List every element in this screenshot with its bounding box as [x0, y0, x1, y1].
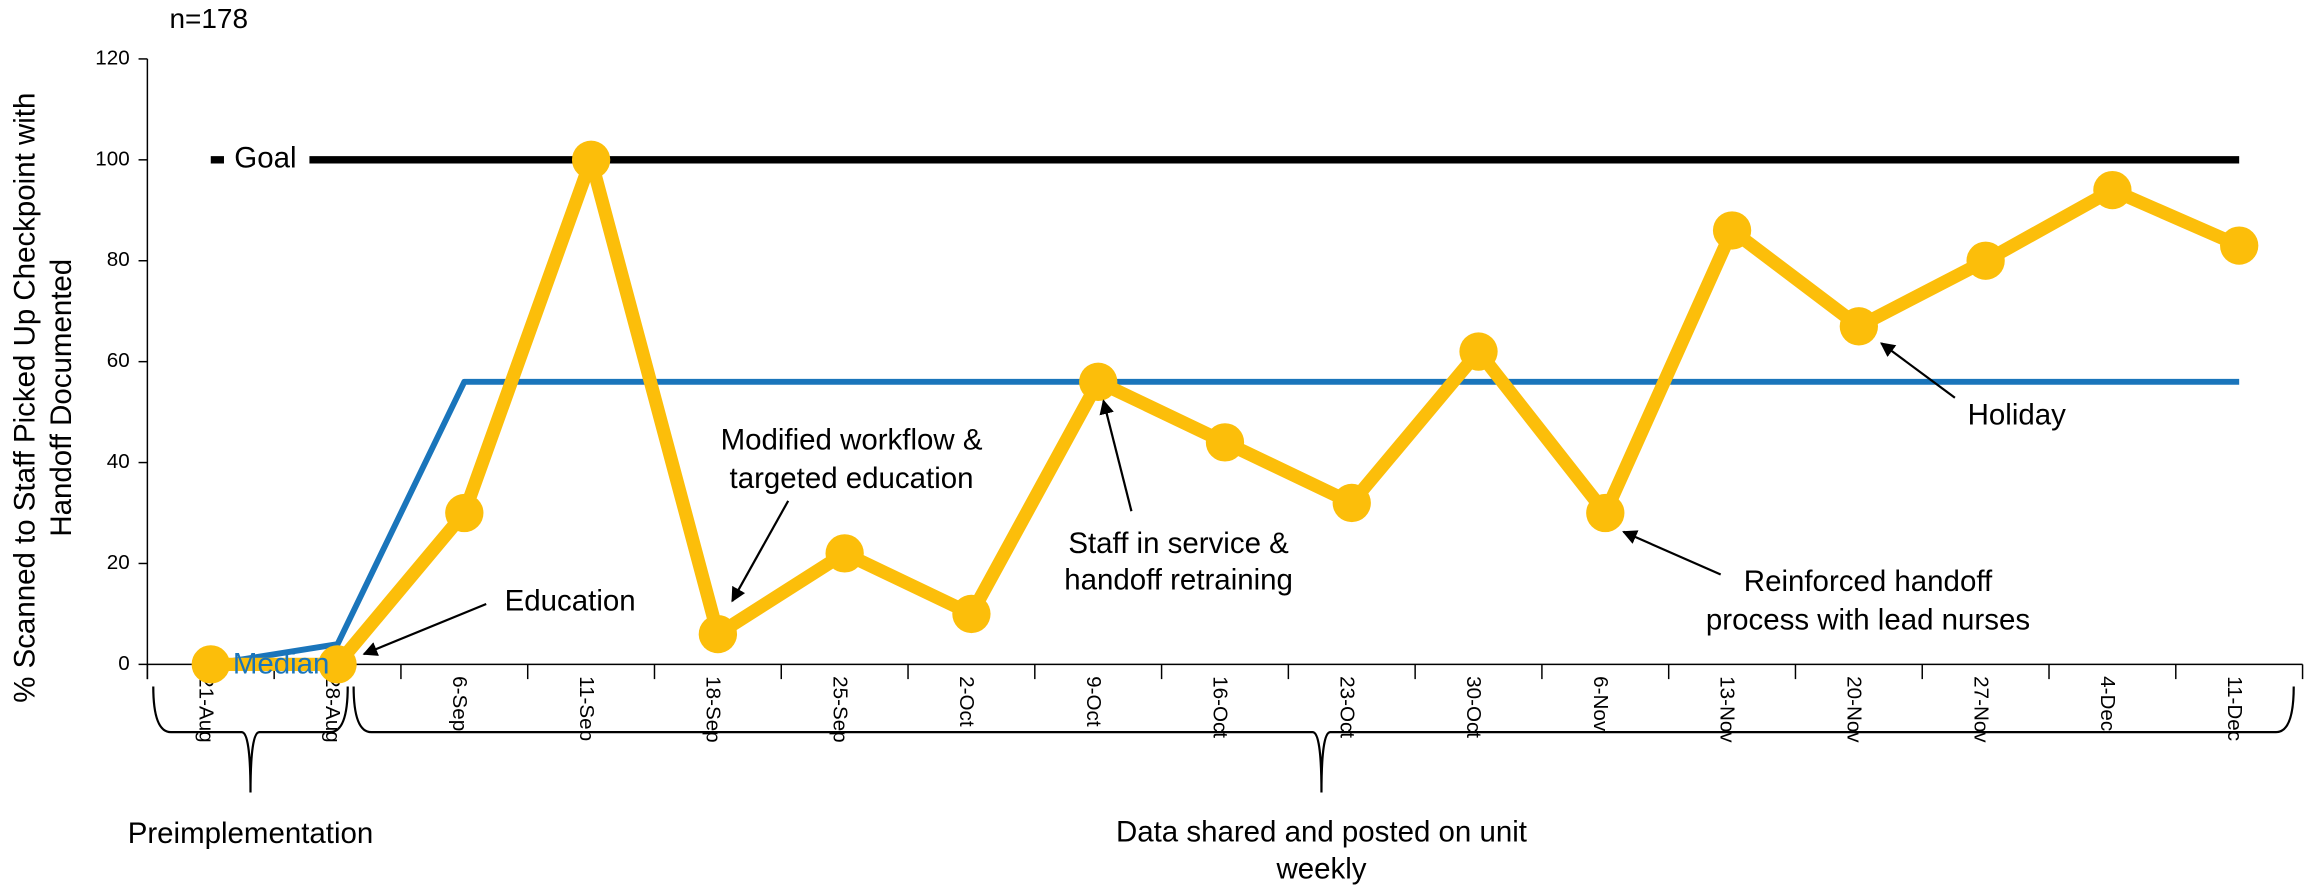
phase-label: weekly — [1275, 852, 1366, 885]
x-tick-label: 25-Sep — [828, 676, 851, 742]
x-tick-label: 6-Nov — [1589, 676, 1612, 732]
data-point — [1712, 211, 1752, 250]
y-axis-title: Handoff Documented — [45, 259, 78, 537]
y-tick-label: 80 — [107, 248, 130, 271]
phase-brace — [152, 686, 349, 793]
annotation-arrow — [1099, 399, 1133, 512]
x-tick-label: 13-Nov — [1716, 676, 1739, 743]
y-tick-label: 20 — [107, 551, 130, 574]
x-tick-label: 2-Oct — [955, 676, 978, 727]
series-line — [210, 378, 2240, 668]
x-tick-label: 11-Dec — [2223, 676, 2246, 741]
data-point — [825, 534, 864, 573]
x-tick-label: 11-Sep — [575, 676, 598, 741]
x-tick-label: 23-Oct — [1335, 676, 1358, 738]
data-point — [1079, 362, 1118, 401]
data-point — [698, 614, 738, 654]
phase-label: Preimplementation — [128, 817, 374, 850]
annotation: Modified workflow & — [721, 424, 983, 457]
x-tick-label: 9-Oct — [1082, 676, 1105, 727]
annotation: Education — [505, 584, 636, 617]
y-tick-label: 120 — [95, 46, 129, 69]
legend-label: Goal — [234, 142, 296, 175]
data-point — [1839, 307, 1879, 346]
x-tick-label: 30-Oct — [1462, 676, 1485, 738]
data-point — [1205, 423, 1245, 462]
x-tick-label: 4-Dec — [2096, 676, 2119, 731]
data-point — [952, 594, 991, 634]
annotation-arrow — [1622, 530, 1722, 576]
data-point — [2093, 170, 2132, 210]
data-point — [318, 645, 357, 684]
data-point — [571, 140, 611, 179]
x-tick-label: 16-Oct — [1209, 676, 1232, 738]
annotation: Holiday — [1968, 399, 2066, 432]
sample-size: n=178 — [169, 3, 248, 34]
x-tick-label: 21-Aug — [194, 676, 217, 742]
phase-brace — [352, 686, 2295, 793]
x-tick-label: 18-Sep — [702, 676, 725, 742]
x-tick-label: 27-Nov — [1969, 676, 1992, 743]
y-tick-label: 40 — [107, 450, 130, 473]
annotation-arrow — [731, 500, 790, 603]
phase-label: Data shared and posted on unit — [1116, 816, 1527, 849]
annotation: Reinforced handoff — [1744, 565, 1993, 598]
data-point — [445, 493, 484, 533]
x-tick-label: 6-Sep — [448, 676, 471, 731]
annotation-arrow — [1880, 342, 1956, 399]
annotation: targeted education — [730, 462, 974, 495]
annotation: Staff in service & — [1068, 527, 1289, 560]
x-tick-label: 28-Aug — [321, 676, 344, 742]
y-tick-label: 100 — [95, 147, 129, 170]
data-point — [1332, 483, 1371, 523]
legend-label: Median — [233, 648, 330, 681]
annotation-arrow — [362, 602, 487, 656]
data-point — [1966, 241, 2005, 280]
y-axis-title: % Scanned to Staff Picked Up Checkpoint … — [8, 93, 41, 703]
y-tick-label: 0 — [118, 652, 129, 675]
data-point — [1459, 332, 1498, 371]
data-point — [1586, 493, 1625, 533]
data-point — [191, 645, 230, 684]
label-bg — [223, 140, 310, 179]
annotation: handoff retraining — [1064, 564, 1293, 597]
y-tick-label: 60 — [107, 349, 130, 372]
x-tick-label: 20-Nov — [1843, 676, 1866, 743]
annotation: process with lead nurses — [1706, 603, 2030, 636]
data-point — [2220, 226, 2259, 265]
